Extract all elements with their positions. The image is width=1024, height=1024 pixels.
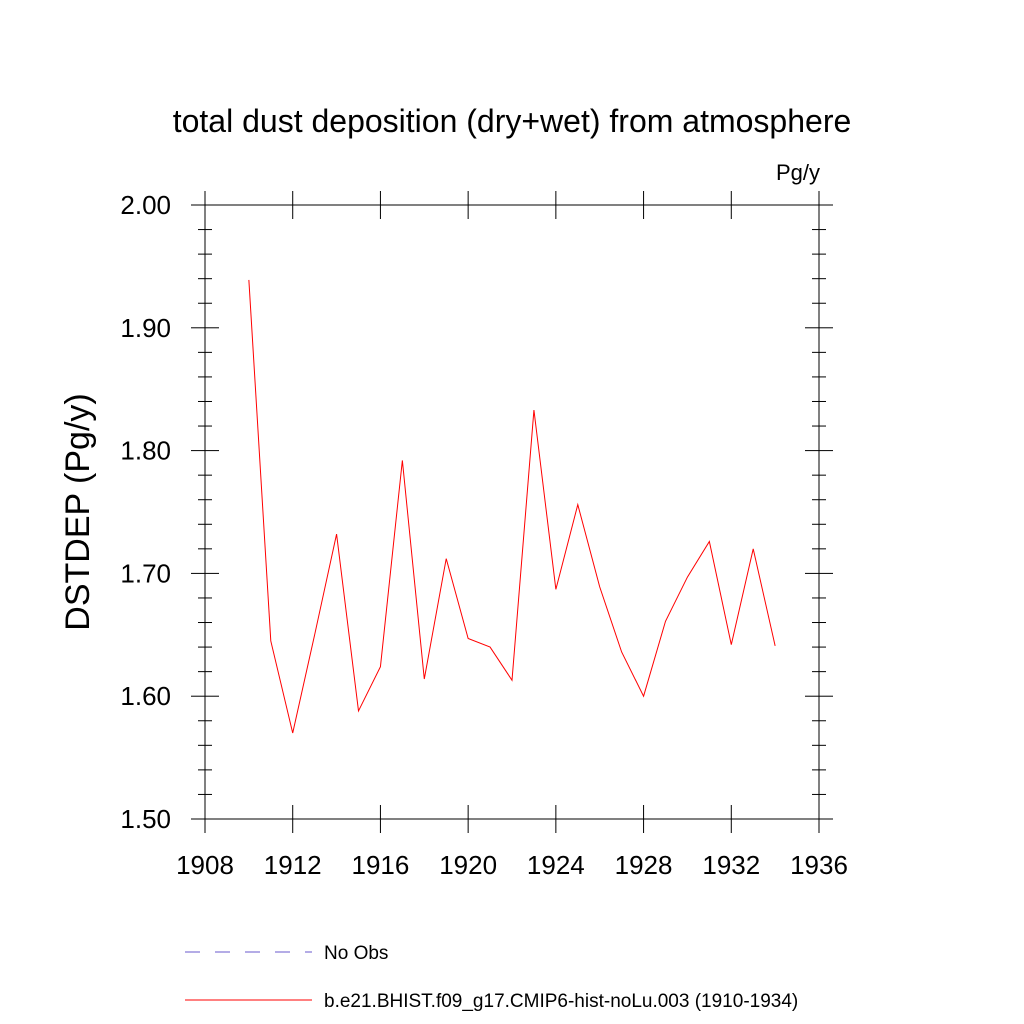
units-label: Pg/y bbox=[776, 160, 820, 185]
x-tick-label: 1908 bbox=[176, 850, 234, 880]
x-tick-label: 1936 bbox=[790, 850, 848, 880]
y-tick-label: 1.90 bbox=[120, 313, 171, 343]
y-tick-label: 1.70 bbox=[120, 558, 171, 588]
x-tick-label: 1932 bbox=[702, 850, 760, 880]
x-tick-label: 1928 bbox=[615, 850, 673, 880]
y-tick-labels: 1.50 1.60 1.70 1.80 1.90 2.00 bbox=[120, 190, 171, 834]
series-line bbox=[248, 279, 776, 734]
y-tick-label: 2.00 bbox=[120, 190, 171, 220]
legend: No Obs b.e21.BHIST.f09_g17.CMIP6-hist-noL… bbox=[185, 943, 798, 1012]
legend-label: No Obs bbox=[324, 943, 388, 964]
y-tick-label: 1.60 bbox=[120, 681, 171, 711]
y-tick-label: 1.50 bbox=[120, 804, 171, 834]
series-layer bbox=[248, 279, 776, 734]
legend-label: b.e21.BHIST.f09_g17.CMIP6-hist-noLu.003 … bbox=[324, 991, 798, 1012]
x-tick-labels: 1908 1912 1916 1920 1924 1928 1932 1936 bbox=[176, 850, 848, 880]
axis-ticks bbox=[191, 191, 833, 833]
x-tick-label: 1912 bbox=[264, 850, 322, 880]
x-tick-label: 1916 bbox=[352, 850, 410, 880]
chart-title: total dust deposition (dry+wet) from atm… bbox=[173, 103, 852, 139]
plot-frame bbox=[204, 204, 820, 820]
y-axis-label: DSTDEP (Pg/y) bbox=[59, 393, 97, 630]
x-tick-label: 1924 bbox=[527, 850, 585, 880]
x-tick-label: 1920 bbox=[439, 850, 497, 880]
y-tick-label: 1.80 bbox=[120, 436, 171, 466]
